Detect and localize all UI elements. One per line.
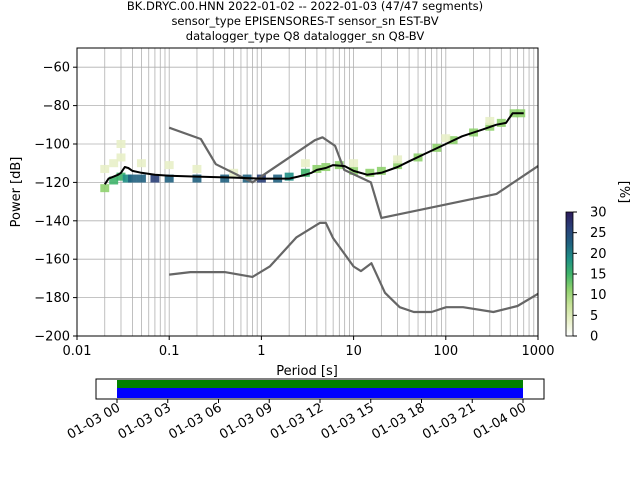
x-ticks: 0.01 0.1 1 10 100 1000 [63,336,555,359]
density-cell [109,159,119,168]
nlnm-curve [168,126,539,219]
noise-models [168,126,539,314]
timeline-tick-label: 01-03 03 [116,400,174,442]
density-cell [100,164,110,173]
density-cell [109,176,119,185]
y-tick-label: −180 [34,291,70,306]
timeline-used-bar [117,388,523,398]
x-tick-label: 10 [345,344,362,359]
density-cell [192,164,202,173]
x-tick-label: 0.01 [63,344,92,359]
density-cell [393,161,403,170]
density-cell [220,174,230,183]
density-cell [150,174,160,183]
density-cell [441,134,451,143]
density-cell [192,174,202,183]
y-tick-label: −140 [34,214,70,229]
density-cell [376,166,386,175]
colorbar-tick-label: 10 [590,288,607,303]
title-line-3: datalogger_type Q8 datalogger_sn Q8-BV [186,29,425,43]
timeline-tick-label: 01-03 18 [369,400,427,442]
density-cell [485,116,495,125]
timeline-tick-label: 01-03 00 [65,400,123,442]
timeline-tick-label: 01-04 00 [471,400,529,442]
y-tick-label: −200 [34,330,70,345]
y-ticks: −60 −80 −100 −120 −140 −160 −180 −200 [34,61,77,345]
y-tick-label: −160 [34,253,70,268]
density-cell [284,172,294,181]
y-tick-label: −120 [34,176,70,191]
mode-line [103,112,524,185]
density-cell [300,159,310,168]
mode-curve [103,112,524,185]
colorbar-label: [%] [616,181,631,204]
density-cell [116,140,126,148]
y-tick-label: −100 [34,138,70,153]
plot-background [77,48,538,336]
x-tick-label: 0.1 [159,344,180,359]
density-cell [349,159,359,168]
density-cell [393,155,403,164]
colorbar-tick-label: 30 [590,206,607,221]
timeline-data-bar [117,380,523,388]
density-cell [136,174,146,183]
colorbar-tick-label: 20 [590,247,607,262]
colorbar-tick-label: 0 [590,330,598,345]
nhnm-curve [169,221,539,314]
y-tick-label: −80 [43,99,70,114]
density-cell [116,172,126,181]
density-cell [164,174,174,183]
colorbar-tick-label: 5 [590,309,598,324]
x-tick-label: 1 [257,344,265,359]
x-tick-label: 100 [433,344,458,359]
timeline-tick-label: 01-03 09 [217,400,275,442]
density-cell [122,174,132,183]
timeline-tick-label: 01-03 12 [268,400,326,442]
colorbar-tick-label: 25 [590,226,607,241]
density-cell [164,161,174,170]
density-cell [300,168,310,177]
ppsd-plot: 0.01 0.1 1 10 100 1000 −60 −80 −100 −120 −140 −160… [34,47,555,359]
y-tick-label: −60 [43,61,70,76]
density-cell [128,174,137,183]
timeline-tick-label: 01-03 21 [420,400,478,442]
x-tick-label: 1000 [521,344,554,359]
plot-frame [76,47,539,337]
density-cell [116,153,126,162]
x-axis-label: Period [s] [276,364,338,379]
title-line-1: BK.DRYC.00.HNN 2022-01-02 -- 2022-01-03 … [127,0,483,13]
colorbar-ticks: 0 5 10 15 20 25 30 [573,206,607,345]
title-line-2: sensor_type EPISENSORES-T sensor_sn EST-… [171,14,438,28]
density-cell [100,184,110,193]
colorbar: 0 5 10 15 20 25 30 [%] [565,181,631,345]
grid [76,48,538,337]
colorbar-tick-label: 15 [590,268,607,283]
density-cell [365,168,375,177]
y-axis-label: Power [dB] [9,157,24,228]
timeline-tick-label: 01-03 15 [319,400,377,442]
density-cell [136,159,146,168]
timeline-tick-label: 01-03 06 [166,400,224,442]
colorbar-strip [565,211,574,337]
